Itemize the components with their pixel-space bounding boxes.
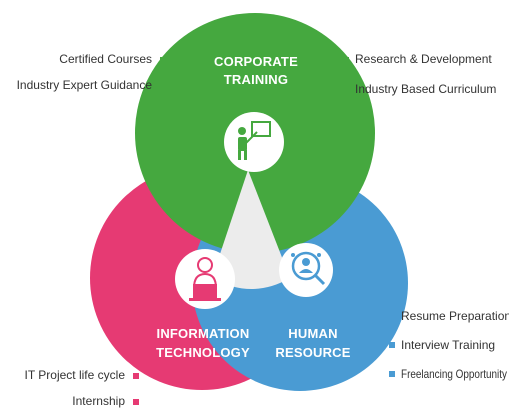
it-item: Internship	[72, 394, 125, 408]
corporate-left-bullet	[160, 83, 166, 89]
hr-item: Interview Training	[401, 338, 495, 352]
corporate-left-item: Certified Courses	[59, 52, 152, 66]
corporate-right-item: Industry Based Curriculum	[355, 82, 496, 96]
laptop-user-icon	[175, 249, 235, 309]
hr-bullet	[389, 342, 395, 348]
hr-bullet	[389, 313, 395, 319]
corporate-right-bullet	[343, 87, 349, 93]
presentation-teacher-icon	[224, 112, 284, 172]
center-triangle	[212, 170, 290, 289]
it-title-line2: TECHNOLOGY	[156, 345, 250, 360]
it-bullet	[133, 399, 139, 405]
hr-item: Resume Preparation	[401, 309, 509, 323]
hr-title-line1: HUMAN	[288, 326, 337, 341]
corporate-title-line2: TRAINING	[224, 72, 288, 87]
it-title-line1: INFORMATION	[157, 326, 250, 341]
hr-item: Freelancing Opportunity	[401, 367, 507, 381]
it-item: IT Project life cycle	[25, 368, 126, 382]
corporate-right-bullet	[343, 57, 349, 63]
corporate-left-item: Industry Expert Guidance	[17, 78, 153, 92]
user-search-icon	[279, 243, 333, 297]
it-bullet	[133, 373, 139, 379]
corporate-title-line1: CORPORATE	[214, 54, 298, 69]
hr-bullet	[389, 371, 395, 377]
corporate-left-bullet	[160, 57, 166, 63]
corporate-right-item: Research & Development	[355, 52, 492, 66]
hr-title-line2: RESOURCE	[275, 345, 350, 360]
